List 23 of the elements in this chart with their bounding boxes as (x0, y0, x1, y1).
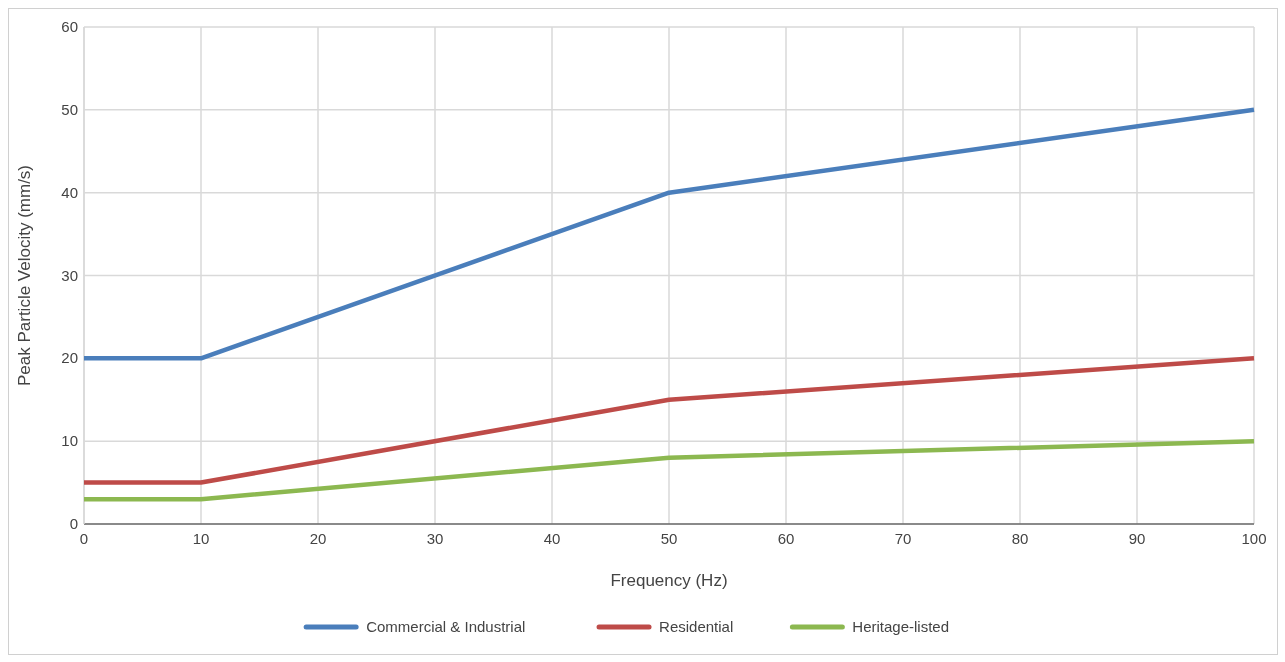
y-tick-label: 40 (61, 183, 78, 201)
y-tick-label: 60 (61, 18, 78, 35)
legend-label: Commercial & Industrial (366, 618, 526, 635)
x-tick-label: 80 (1011, 530, 1029, 547)
x-tick-label: 70 (894, 530, 912, 547)
legend-label: Residential (659, 618, 734, 635)
x-tick-label: 40 (543, 530, 561, 547)
x-tick-label: 10 (192, 530, 210, 547)
x-tick-label: 30 (426, 530, 444, 547)
y-tick-label: 10 (61, 432, 78, 450)
legend-label: Heritage-listed (852, 618, 950, 635)
x-tick-label: 0 (79, 530, 89, 547)
x-tick-label: 50 (660, 530, 678, 547)
x-tick-label: 90 (1128, 530, 1146, 547)
x-axis-title: Frequency (Hz) (610, 571, 728, 590)
x-tick-label: 20 (309, 530, 327, 547)
y-tick-label: 20 (61, 349, 78, 367)
y-tick-label: 0 (69, 515, 78, 532)
y-axis-title: Peak Particle Velocity (mm/s) (15, 164, 34, 387)
y-tick-label: 30 (61, 266, 78, 284)
x-tick-label: 100 (1241, 530, 1267, 547)
y-tick-label: 50 (61, 100, 78, 118)
x-tick-label: 60 (777, 530, 795, 547)
